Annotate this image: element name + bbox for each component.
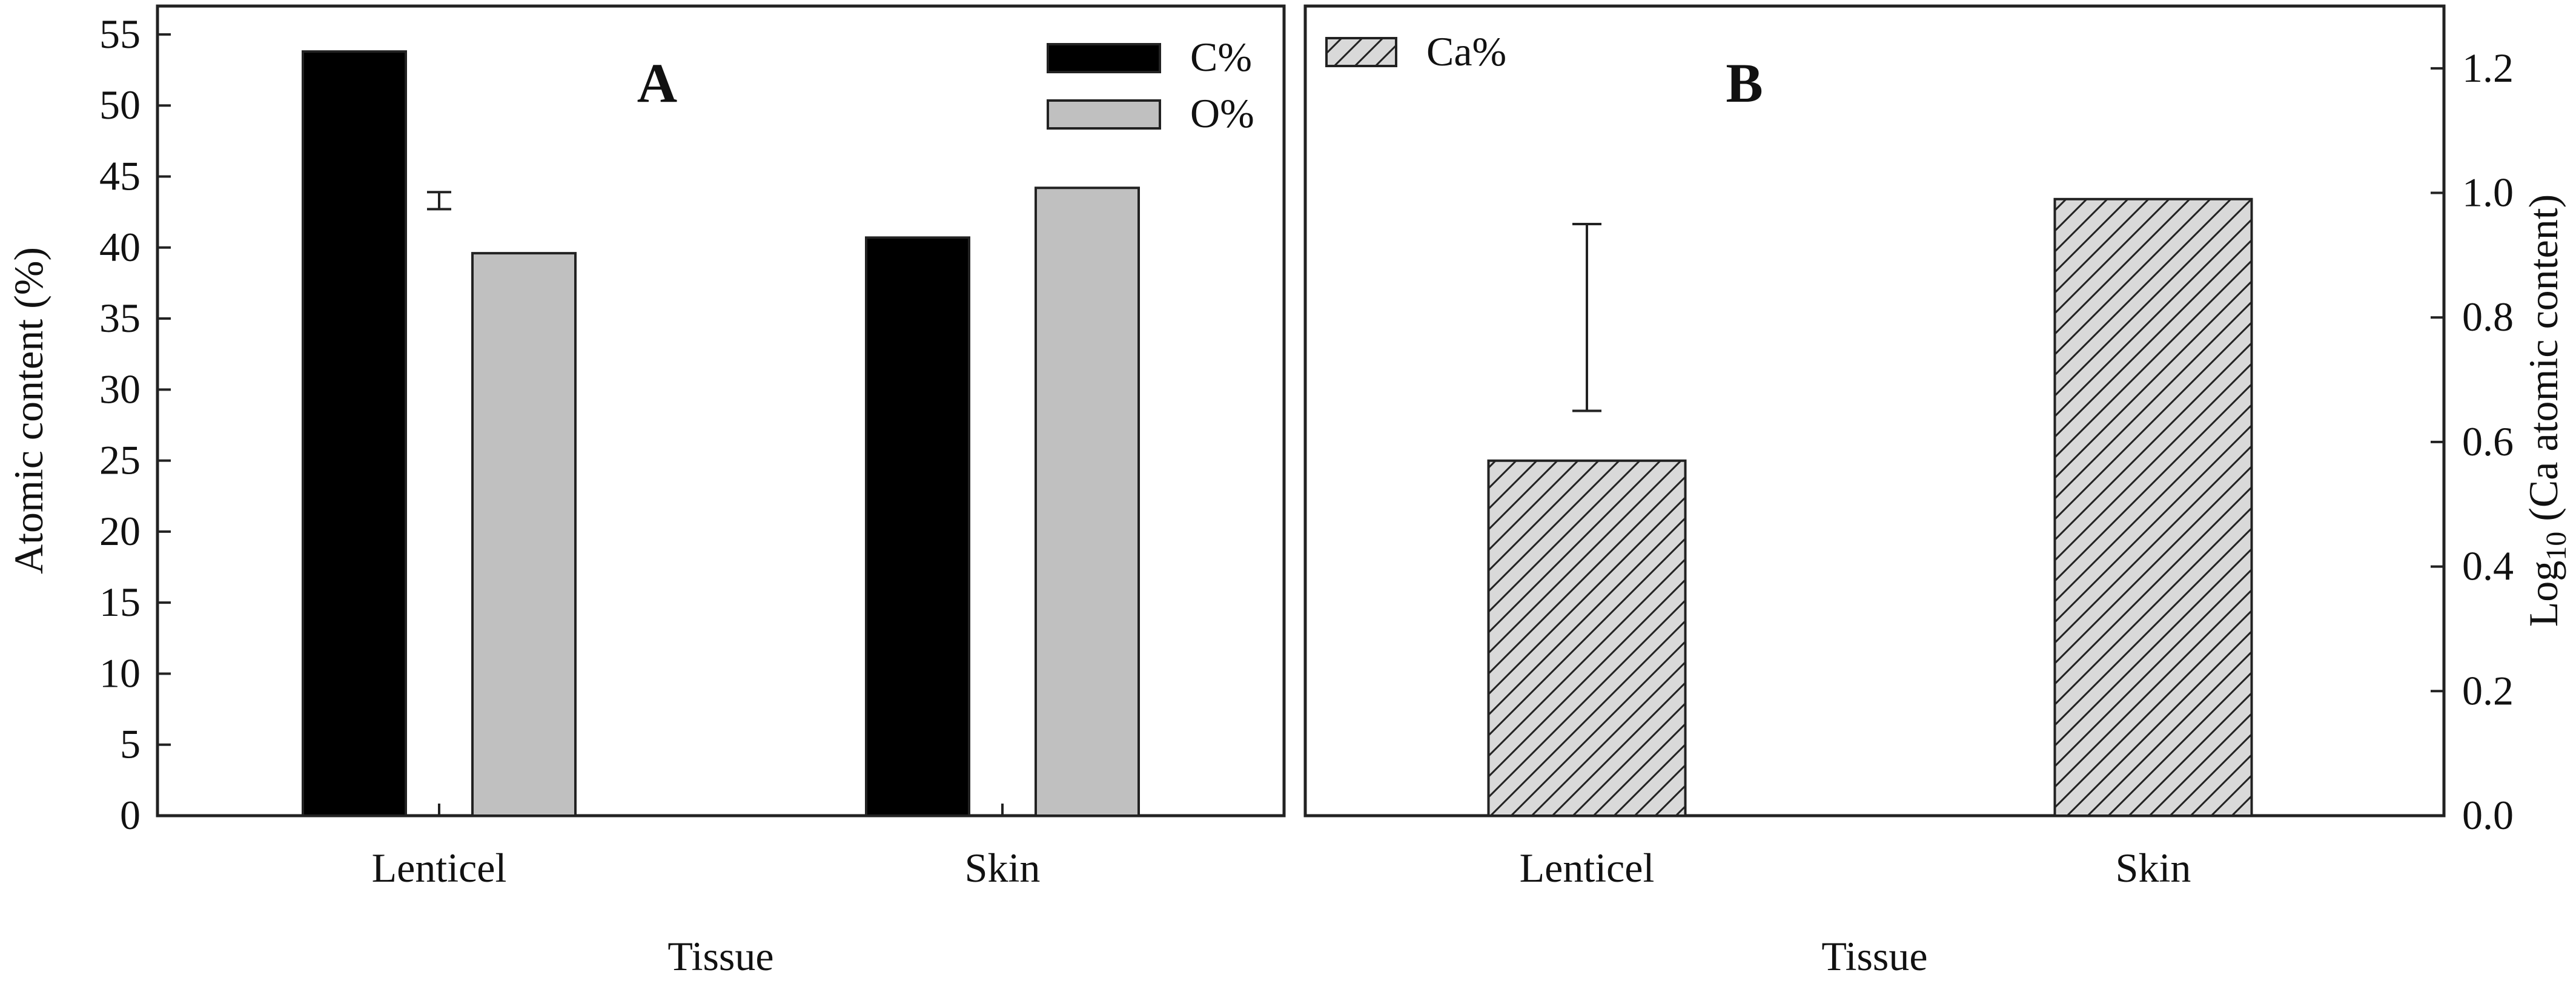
legend-a: C% O% [1047,34,1254,136]
y-axis-b: 0.0 0.2 0.4 0.6 0.8 1.0 1.2 [2431,45,2514,838]
panel-a: 0 5 10 15 20 25 30 35 40 45 50 55 Lenticel Skin A C%… [5,4,1286,979]
y-axis-a: 0 5 10 15 20 25 30 35 40 45 50 55 [99,11,171,838]
y-tick-label-b: 1.0 [2462,170,2514,216]
bar-ca-skin [2053,197,2253,818]
y-axis-title-b-sub: 10 [2540,532,2572,561]
error-bar-b [1572,222,1601,412]
y-tick-label-a: 15 [99,579,141,625]
y-tick-label-b: 0.6 [2462,418,2514,464]
y-tick-label-a: 10 [99,650,141,696]
x-tick-label-b: Lenticel [1520,845,1655,891]
legend-label-ca: Ca% [1426,28,1506,74]
bar-c-skin [865,236,970,817]
bar-c-lenticel [302,50,407,817]
y-tick-label-b: 0.8 [2462,294,2514,340]
bar-ca-lenticel [1487,459,1687,817]
y-tick-label-a: 30 [99,366,141,412]
plot-frame-b [1303,4,2446,818]
y-tick-label-a: 20 [99,508,141,554]
legend-b: Ca% [1325,28,1506,74]
y-axis-title-a: Atomic content (%) [5,247,51,574]
bar-o-lenticel [471,252,577,817]
x-axis-a: Lenticel Skin [372,804,1041,891]
bars-a [302,50,1140,817]
y-tick-label-b: 0.2 [2462,667,2514,713]
y-tick-label-b: 0.0 [2462,792,2514,838]
y-tick-label-a: 35 [99,295,141,341]
y-tick-label-a: 0 [120,792,141,838]
y-axis-title-b-rest: (Ca atomic content) [2520,194,2566,532]
legend-swatch-ca [1325,37,1397,67]
y-tick-label-a: 45 [99,153,141,199]
x-tick-label-b: Skin [2116,845,2191,891]
panel-b: 0.0 0.2 0.4 0.6 0.8 1.0 1.2 Lenticel Skin B Ca%… [1303,4,2572,979]
y-axis-title-b-main: Log [2520,561,2566,627]
y-tick-label-a: 5 [120,721,141,767]
error-marker-a [427,191,451,211]
panel-label-b: B [1726,52,1763,114]
y-tick-label-a: 40 [99,224,141,270]
x-axis-title-b: Tissue [1821,933,1927,979]
x-tick-label-a: Lenticel [372,845,507,891]
plot-frame-a [156,4,1286,818]
legend-label-c: C% [1190,34,1252,80]
y-tick-label-a: 50 [99,82,141,128]
y-tick-label-b: 0.4 [2462,543,2514,589]
bar-o-skin [1035,187,1140,817]
legend-label-o: O% [1190,90,1254,136]
legend-swatch-c [1047,43,1161,73]
y-axis-title-b: Log10 (Ca atomic content) [2520,194,2572,627]
x-axis-b: Lenticel Skin [1520,845,2191,891]
y-tick-label-b: 1.2 [2462,45,2514,91]
x-axis-title-a: Tissue [667,933,773,979]
y-tick-label-a: 25 [99,437,141,483]
legend-swatch-o [1047,99,1161,130]
bars-b [1487,197,2253,818]
x-tick-label-a: Skin [965,845,1041,891]
panel-label-a: A [637,52,677,114]
y-tick-label-a: 55 [99,11,141,57]
